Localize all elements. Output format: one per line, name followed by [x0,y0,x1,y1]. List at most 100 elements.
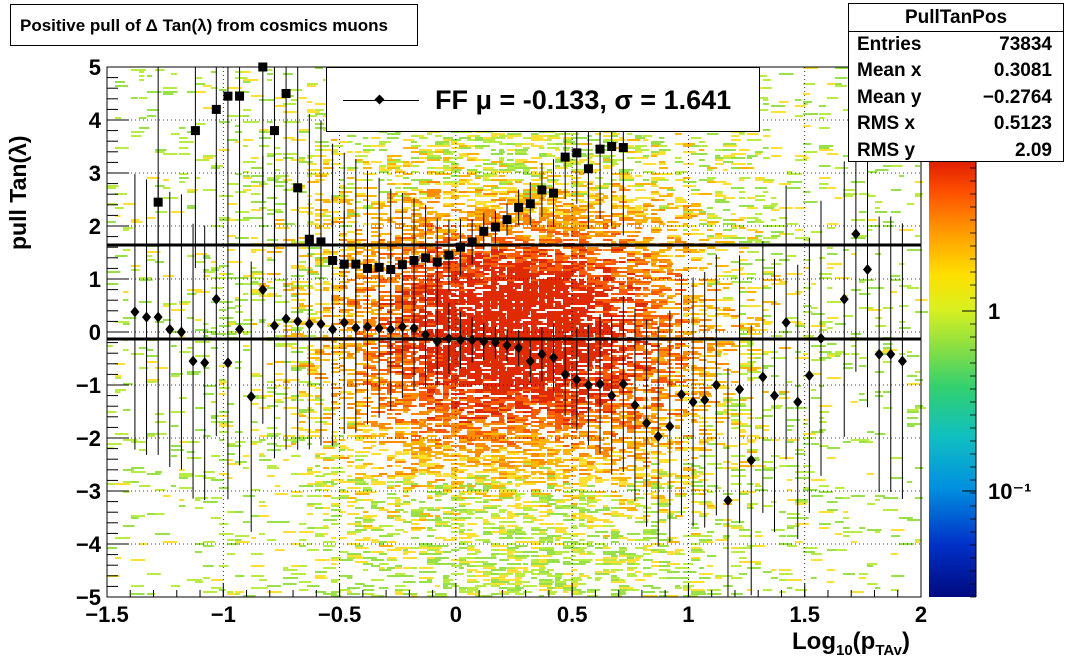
heatmap-cell [427,335,439,337]
heatmap-cell [379,297,385,299]
heatmap-cell [571,317,581,319]
heatmap-cell [315,485,327,487]
heatmap-cell [531,171,538,173]
heatmap-cell [547,277,561,279]
heatmap-cell [459,379,468,381]
heatmap-cell [443,275,458,277]
heatmap-cell [171,133,180,135]
heatmap-cell [315,387,323,389]
heatmap-cell [251,193,261,195]
heatmap-cell [563,385,569,387]
heatmap-cell [547,541,554,543]
heatmap-cell [459,407,474,409]
heatmap-cell [227,443,236,445]
heatmap-cell [571,327,577,329]
heatmap-cell [515,163,525,165]
heatmap-cell [451,517,462,519]
heatmap-cell [443,419,452,421]
heatmap-cell [499,411,508,413]
heatmap-cell [507,589,522,591]
heatmap-cell [531,505,544,507]
heatmap-cell [539,371,553,373]
heatmap-cell [571,483,581,485]
heatmap-cell [539,155,552,157]
heatmap-cell [563,231,569,233]
heatmap-cell [507,431,513,433]
heatmap-cell [507,381,514,383]
heatmap-cell [395,161,409,163]
heatmap-cell [435,443,443,445]
heatmap-cell [323,223,335,225]
heatmap-cell [475,253,483,255]
heatmap-cell [499,435,507,437]
heatmap-cell [235,305,242,307]
heatmap-cell [467,215,475,217]
heatmap-cell [251,121,260,123]
heatmap-cell [483,397,497,399]
heatmap-cell [547,375,555,377]
heatmap-cell [547,553,560,555]
heatmap-cell [403,389,417,391]
heatmap-cell [539,439,550,441]
heatmap-cell [347,247,357,249]
heatmap-cell [115,363,126,365]
heatmap-cell [523,391,531,393]
heatmap-cell [555,551,566,553]
heatmap-cell [403,409,411,411]
heatmap-cell [195,329,209,331]
heatmap-cell [427,595,435,597]
heatmap-cell [355,411,361,413]
heatmap-cell [411,335,422,337]
heatmap-cell [235,277,249,279]
heatmap-cell [395,481,409,483]
heatmap-cell [571,349,580,351]
heatmap-cell [507,277,517,279]
heatmap-cell [523,437,538,439]
heatmap-cell [499,193,510,195]
heatmap-cell [451,357,459,359]
heatmap-cell [403,317,413,319]
heatmap-cell [499,457,512,459]
heatmap-cell [331,479,345,481]
heatmap-cell [539,289,550,291]
heatmap-cell [411,527,426,529]
heatmap-cell [331,341,337,343]
heatmap-cell [499,409,512,411]
heatmap-cell [515,211,527,213]
heatmap-cell [507,583,521,585]
heatmap-cell [563,277,571,279]
heatmap-cell [395,441,407,443]
heatmap-cell [547,279,559,281]
heatmap-cell [363,359,374,361]
heatmap-cell [467,171,481,173]
heatmap-cell [411,523,420,525]
heatmap-cell [331,581,338,583]
heatmap-cell [451,239,457,241]
heatmap-cell [523,471,530,473]
heatmap-cell [147,473,161,475]
heatmap-cell [467,333,473,335]
heatmap-cell [459,267,471,269]
heatmap-cell [491,483,499,485]
heatmap-cell [147,573,161,575]
heatmap-cell [507,415,519,417]
heatmap-cell [475,277,481,279]
heatmap-cell [427,431,434,433]
heatmap-cell [563,209,571,211]
heatmap-cell [395,565,403,567]
heatmap-cell [483,501,489,503]
heatmap-cell [491,459,505,461]
heatmap-cell [411,509,424,511]
heatmap-cell [555,399,561,401]
heatmap-cell [363,145,372,147]
heatmap-cell [331,219,338,221]
heatmap-cell [403,467,414,469]
heatmap-cell [483,479,491,481]
heatmap-cell [459,567,464,569]
heatmap-cell [307,365,322,367]
heatmap-cell [451,167,465,169]
heatmap-cell [571,343,586,345]
heatmap-cell [315,399,325,401]
heatmap-cell [547,269,562,271]
heatmap-cell [355,331,367,333]
